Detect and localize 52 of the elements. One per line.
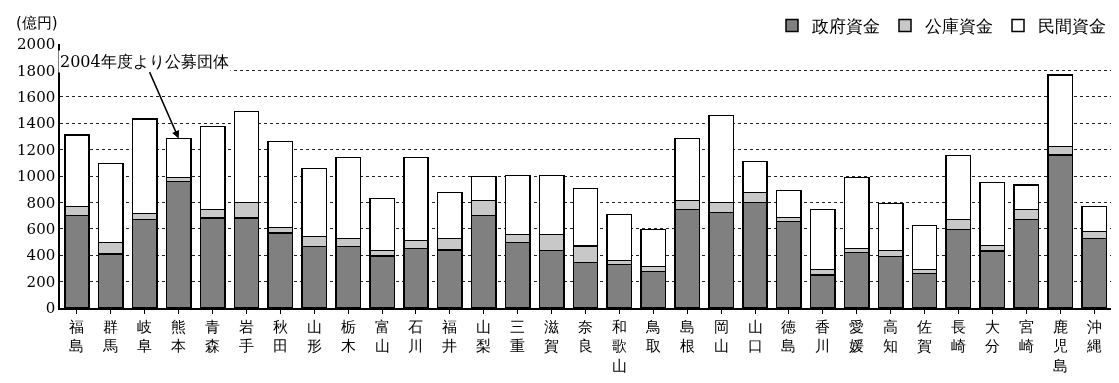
y-tick-label: 1200 — [17, 140, 56, 159]
y-tick-label: 1800 — [17, 61, 56, 80]
bar — [775, 189, 802, 219]
x-tick-label: 岡山 — [713, 317, 729, 356]
bar — [606, 213, 633, 262]
y-tick-label: 800 — [26, 193, 56, 212]
x-tick-label: 香川 — [815, 317, 831, 356]
legend-label: 民間資金 — [1038, 16, 1106, 37]
x-tick-label: 大分 — [984, 317, 1000, 356]
x-tick-label: 和歌山 — [611, 317, 627, 375]
x-tick-label: 三重 — [510, 317, 526, 356]
y-tick-label: 0 — [45, 299, 56, 318]
x-tick-label: 秋田 — [272, 317, 288, 356]
x-tick-label: 山口 — [747, 317, 763, 356]
y-tick-label: 600 — [26, 220, 56, 239]
x-tick-label: 宮崎 — [1018, 317, 1034, 356]
x-tick-label: 福井 — [442, 317, 458, 356]
x-tick-label: 高知 — [883, 317, 899, 356]
x-tick-label: 奈良 — [578, 317, 593, 356]
x-tick-label: 鳥取 — [644, 317, 661, 356]
y-tick-label: 200 — [26, 272, 56, 291]
legend-label: 政府資金 — [812, 16, 880, 37]
x-tick-label: 熊本 — [171, 317, 187, 356]
x-tick-label: 徳島 — [781, 317, 797, 356]
x-tick-label: 島根 — [679, 317, 695, 356]
y-axis-title: (億円) — [16, 14, 58, 32]
x-tick-label: 石川 — [408, 317, 424, 356]
x-tick-label: 福島 — [69, 317, 85, 356]
x-tick-label: 岩手 — [238, 317, 254, 356]
x-tick-label: 青森 — [205, 317, 221, 356]
y-tick-label: 400 — [26, 246, 56, 265]
x-tick-label: 山梨 — [476, 317, 492, 356]
x-tick-label: 沖縄 — [1085, 317, 1102, 356]
x-tick-label: 滋賀 — [544, 317, 560, 356]
x-tick-label: 長崎 — [950, 317, 966, 356]
x-tick-label: 富山 — [374, 317, 390, 356]
x-tick-label: 群馬 — [102, 317, 119, 356]
y-tick-label: 1400 — [17, 114, 56, 133]
x-tick-label: 岐阜 — [137, 317, 153, 356]
y-tick-label: 1000 — [17, 167, 56, 186]
annotation: 2004年度より公募団体 — [60, 52, 229, 71]
x-tick-label: 鹿児島 — [1052, 317, 1068, 375]
x-tick-label: 佐賀 — [917, 317, 933, 356]
y-tick-label: 2000 — [17, 35, 56, 54]
y-tick-label: 1600 — [17, 88, 56, 107]
x-tick-label: 山形 — [306, 317, 322, 356]
bar — [911, 224, 938, 271]
bar — [640, 228, 667, 268]
x-tick-label: 愛媛 — [849, 317, 865, 356]
x-tick-label: 栃木 — [340, 317, 356, 356]
bar — [843, 176, 870, 250]
legend-label: 公庫資金 — [925, 16, 993, 37]
